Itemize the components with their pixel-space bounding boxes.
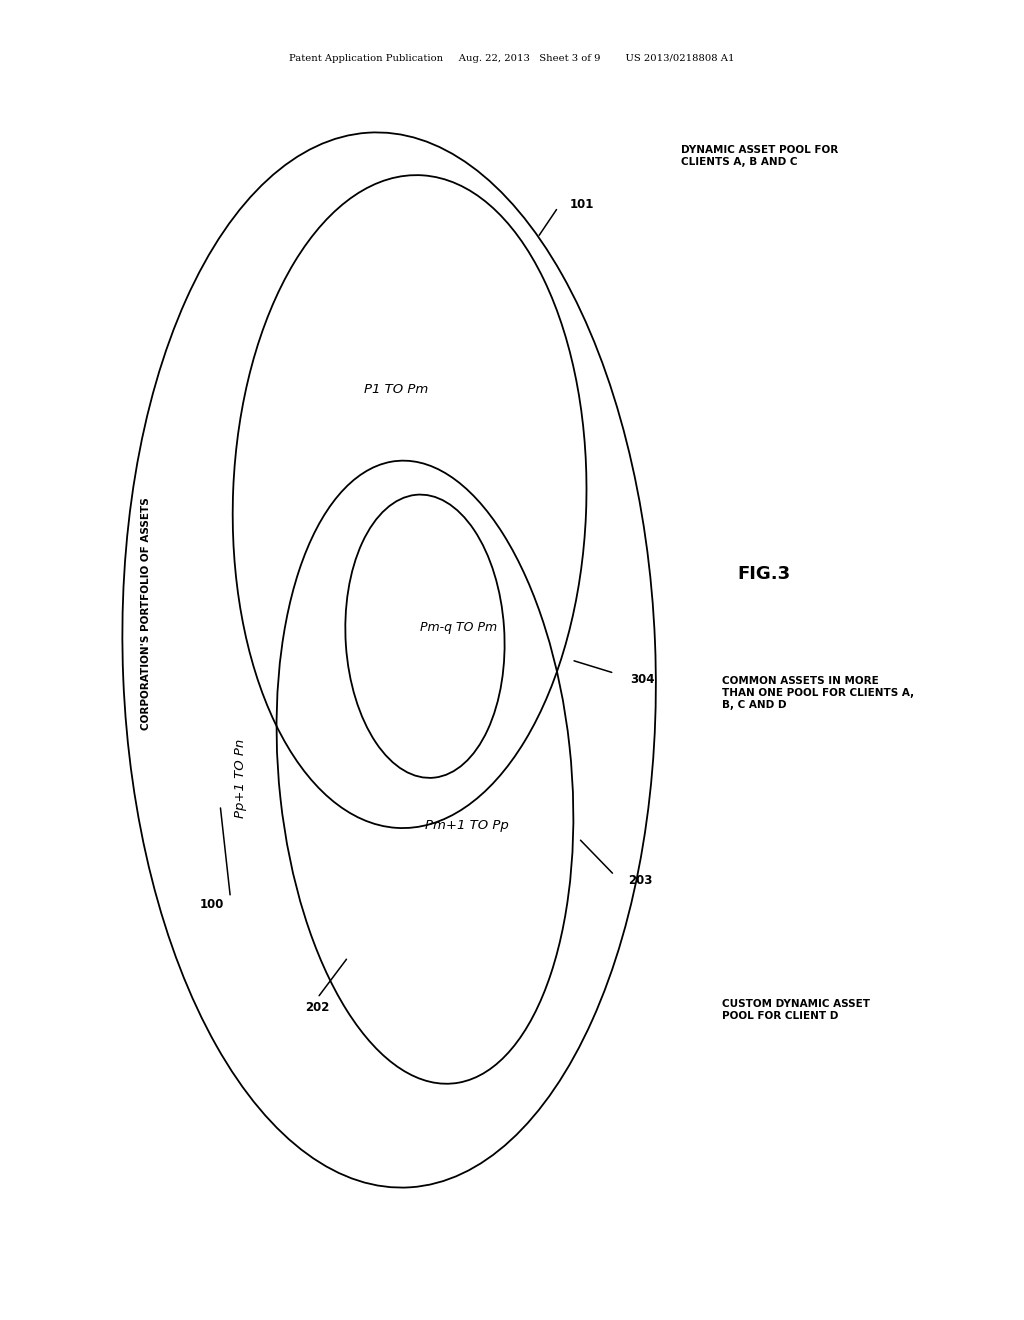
Text: Pm+1 TO Pp: Pm+1 TO Pp <box>425 818 509 832</box>
Text: COMMON ASSETS IN MORE
THAN ONE POOL FOR CLIENTS A,
B, C AND D: COMMON ASSETS IN MORE THAN ONE POOL FOR … <box>722 676 914 710</box>
Text: Pm-q TO Pm: Pm-q TO Pm <box>420 620 497 634</box>
Text: DYNAMIC ASSET POOL FOR
CLIENTS A, B AND C: DYNAMIC ASSET POOL FOR CLIENTS A, B AND … <box>681 145 839 166</box>
Text: CUSTOM DYNAMIC ASSET
POOL FOR CLIENT D: CUSTOM DYNAMIC ASSET POOL FOR CLIENT D <box>722 999 870 1020</box>
Text: FIG.3: FIG.3 <box>737 565 791 583</box>
Text: 100: 100 <box>200 898 224 911</box>
Text: 304: 304 <box>630 673 654 686</box>
Text: CORPORATION'S PORTFOLIO OF ASSETS: CORPORATION'S PORTFOLIO OF ASSETS <box>141 498 152 730</box>
Text: P1 TO Pm: P1 TO Pm <box>364 383 428 396</box>
Text: Patent Application Publication     Aug. 22, 2013   Sheet 3 of 9        US 2013/0: Patent Application Publication Aug. 22, … <box>289 54 735 62</box>
Text: 101: 101 <box>569 198 594 211</box>
Text: 203: 203 <box>628 874 652 887</box>
Text: 202: 202 <box>305 1001 330 1014</box>
Text: Pp+1 TO Pn: Pp+1 TO Pn <box>234 739 247 818</box>
